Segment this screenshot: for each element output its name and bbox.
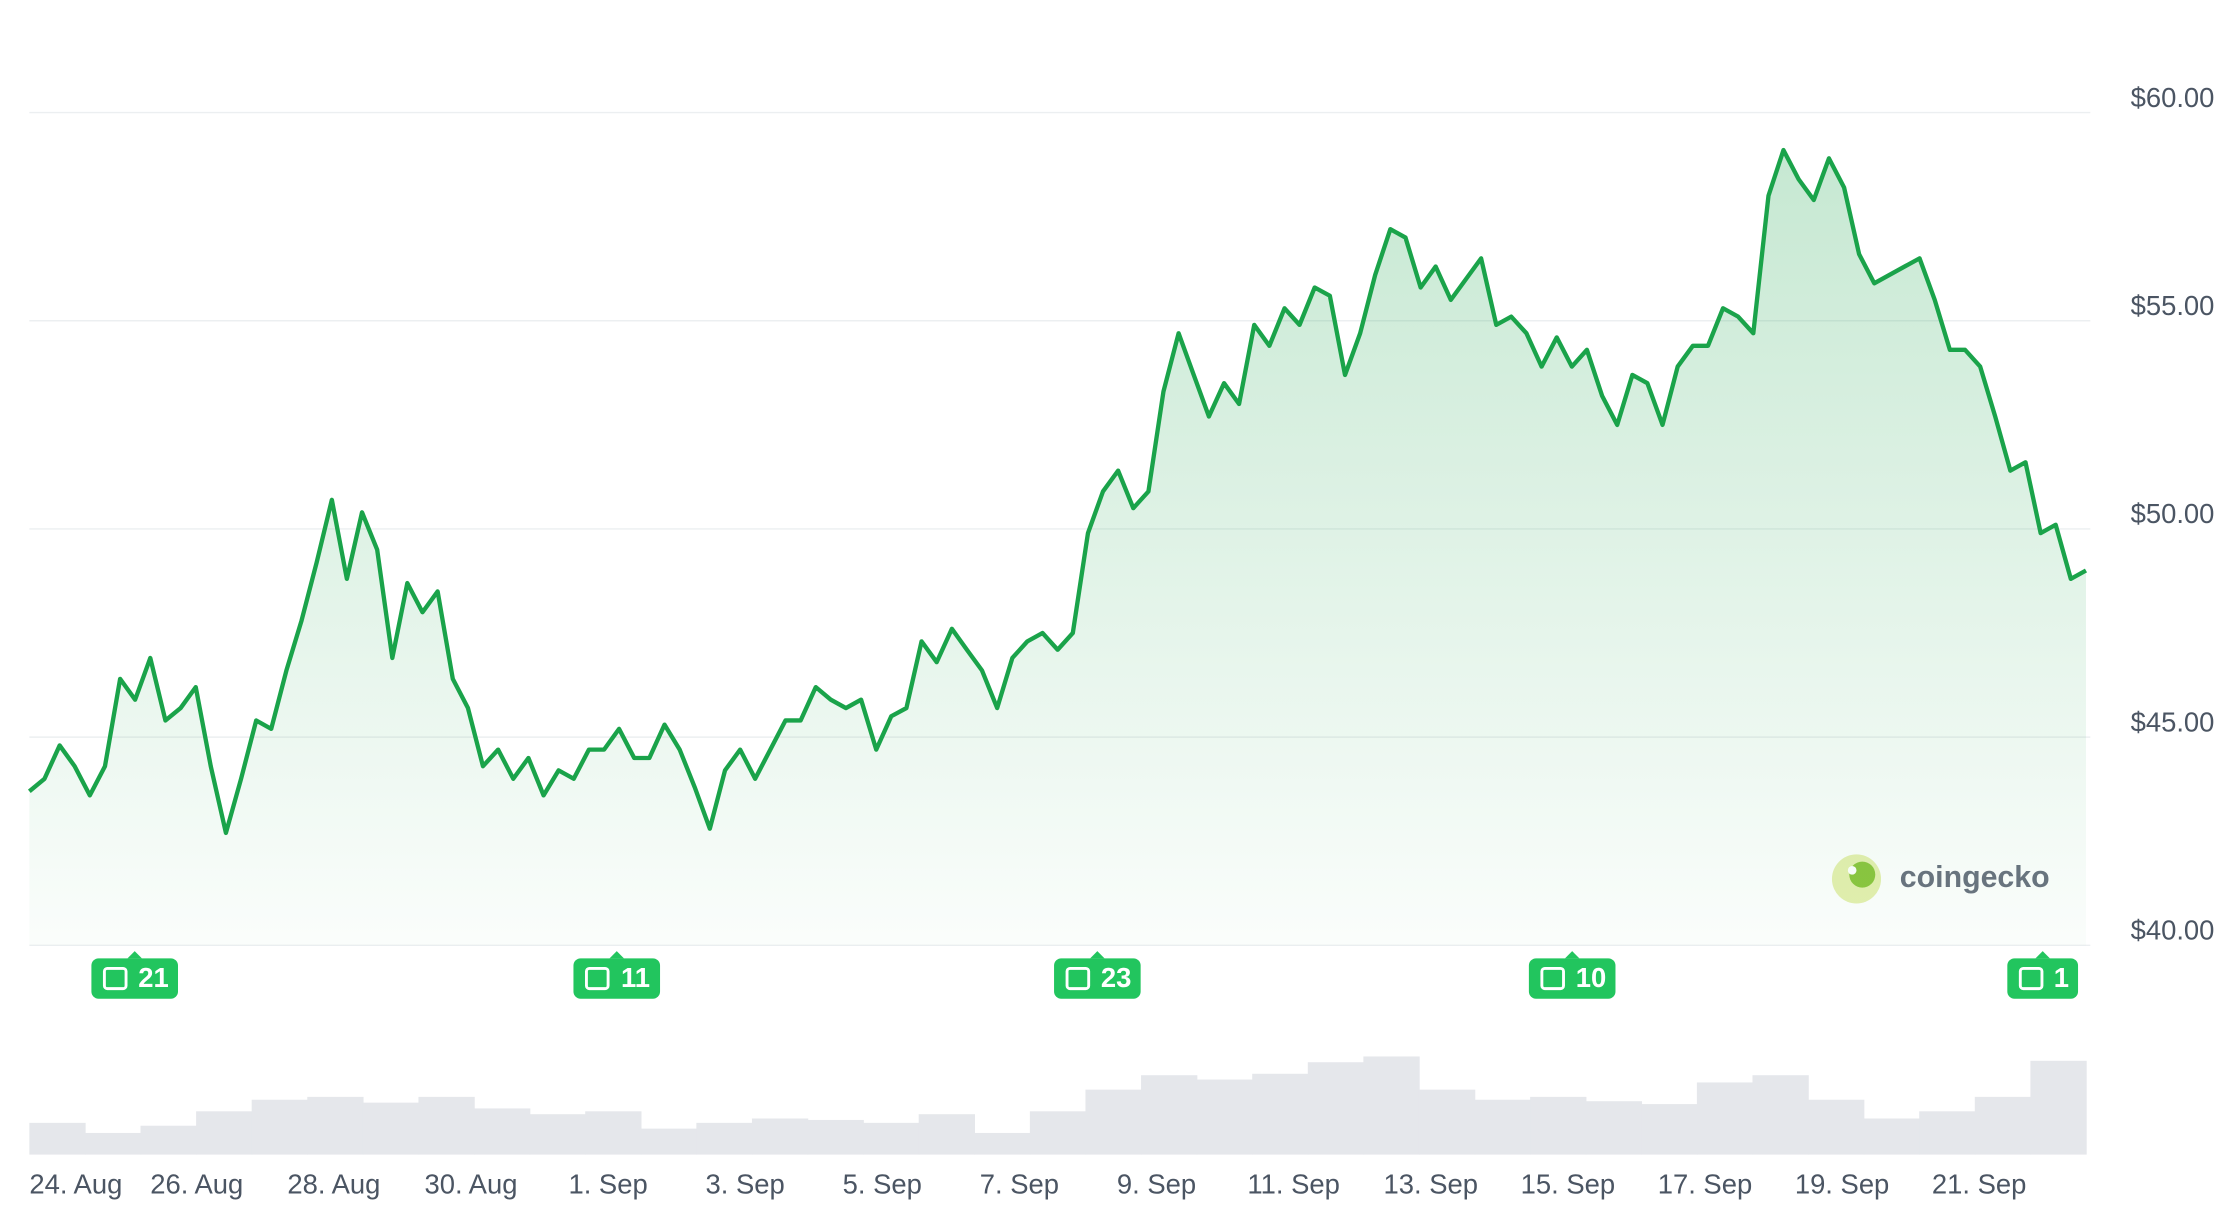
volume-bar: [29, 1122, 86, 1155]
x-tick-label: 30. Aug: [424, 1169, 517, 1200]
news-count: 11: [621, 962, 650, 993]
volume-bar: [1919, 1111, 1976, 1155]
x-tick-label: 19. Sep: [1795, 1169, 1889, 1200]
volume-bar: [807, 1119, 864, 1155]
volume-bar: [1474, 1099, 1531, 1155]
volume-bar: [1418, 1089, 1476, 1155]
news-count: 1: [2054, 962, 2069, 993]
news-icon: [2018, 966, 2044, 991]
x-tick-label: 15. Sep: [1521, 1169, 1615, 1200]
news-badge: 21: [91, 951, 179, 999]
volume-bar: [1196, 1079, 1253, 1155]
volume-bar: [640, 1128, 698, 1155]
volume-bar: [1029, 1111, 1087, 1155]
news-icon: [1065, 966, 1091, 991]
volume-bar: [863, 1122, 920, 1155]
volume-bar: [1307, 1062, 1365, 1155]
news-badge: 23: [1054, 951, 1141, 999]
x-tick-label: 1. Sep: [568, 1169, 647, 1200]
y-tick-label: $55.00: [2131, 290, 2215, 321]
price-line: [27, 147, 2088, 836]
volume-bar: [1141, 1075, 1198, 1155]
x-tick-label: 21. Sep: [1932, 1169, 2026, 1200]
volume-bar: [974, 1132, 1031, 1155]
x-tick-label: 3. Sep: [706, 1169, 785, 1200]
news-icon: [102, 966, 128, 991]
volume-bar: [2030, 1060, 2087, 1155]
volume-bar: [1752, 1075, 1809, 1155]
news-count: 10: [1576, 962, 1606, 993]
volume-bar: [1696, 1082, 1754, 1155]
x-tick-label: 24. Aug: [29, 1169, 122, 1200]
y-tick-label: $60.00: [2131, 82, 2215, 113]
volume-bar: [1585, 1101, 1643, 1155]
x-tick-label: 28. Aug: [287, 1169, 380, 1200]
volume-bar: [751, 1118, 809, 1155]
news-badge: 11: [573, 951, 661, 999]
badge-pointer: [609, 951, 624, 959]
news-icon: [584, 966, 610, 991]
volume-bar: [1252, 1073, 1309, 1155]
news-badge: 1: [2007, 951, 2079, 999]
y-tick-label: $50.00: [2131, 498, 2215, 529]
volume-bar: [307, 1096, 364, 1155]
volume-bar: [84, 1132, 142, 1155]
x-tick-label: 26. Aug: [150, 1169, 243, 1200]
volume-bar: [585, 1111, 642, 1155]
volume-bar: [529, 1114, 586, 1155]
badge-pointer: [1564, 951, 1580, 959]
volume-bar: [1085, 1089, 1142, 1155]
volume-bar: [251, 1099, 308, 1155]
news-icon: [1540, 966, 1565, 991]
badge-pointer: [127, 951, 142, 959]
volume-bar: [140, 1125, 197, 1155]
volume-bar: [1641, 1104, 1698, 1155]
volume-bar: [1863, 1118, 1920, 1155]
volume-bar: [474, 1108, 531, 1155]
y-tick-label: $40.00: [2131, 915, 2215, 946]
news-count: 23: [1101, 962, 1131, 993]
area: [29, 150, 2086, 946]
news-count: 21: [138, 962, 168, 993]
volume-bar: [1974, 1096, 2032, 1155]
x-tick-label: 13. Sep: [1383, 1169, 1477, 1200]
volume-bar: [1363, 1056, 1420, 1155]
volume-bar: [1530, 1096, 1587, 1155]
volume-bar: [696, 1122, 753, 1155]
volume-bar: [418, 1096, 475, 1155]
volume-bar: [196, 1111, 253, 1155]
badge-pointer: [1090, 951, 1105, 959]
x-tick-label: 5. Sep: [843, 1169, 922, 1200]
volume-bar: [362, 1102, 420, 1155]
x-tick-label: 9. Sep: [1117, 1169, 1196, 1200]
news-badge: 10: [1528, 951, 1616, 999]
x-tick-label: 17. Sep: [1658, 1169, 1752, 1200]
volume-bar: [918, 1114, 976, 1155]
badge-pointer: [2035, 951, 2050, 959]
volume-bar: [1808, 1099, 1865, 1155]
y-tick-label: $45.00: [2131, 706, 2215, 737]
x-tick-label: 11. Sep: [1247, 1169, 1339, 1200]
x-tick-label: 7. Sep: [980, 1169, 1059, 1200]
